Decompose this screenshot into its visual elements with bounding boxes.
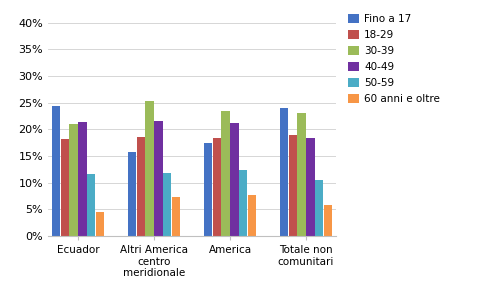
Legend: Fino a 17, 18-29, 30-39, 40-49, 50-59, 60 anni e oltre: Fino a 17, 18-29, 30-39, 40-49, 50-59, 6… (348, 14, 440, 104)
Bar (239, 170, 247, 236)
Bar (315, 180, 324, 236)
Bar (280, 107, 288, 236)
Bar (60, 139, 69, 236)
Bar (248, 195, 256, 236)
Bar (213, 138, 221, 236)
Bar (288, 135, 297, 236)
Bar (128, 152, 136, 236)
Bar (221, 111, 230, 236)
Bar (230, 123, 239, 236)
Bar (145, 101, 154, 236)
Bar (87, 174, 96, 236)
Bar (306, 139, 314, 236)
Bar (154, 121, 163, 236)
Bar (298, 113, 306, 236)
Bar (70, 124, 78, 236)
Bar (163, 173, 171, 236)
Bar (204, 143, 212, 236)
Bar (52, 107, 60, 236)
Bar (78, 122, 86, 236)
Bar (137, 137, 145, 236)
Bar (172, 197, 180, 236)
Bar (96, 212, 104, 236)
Bar (324, 205, 332, 236)
